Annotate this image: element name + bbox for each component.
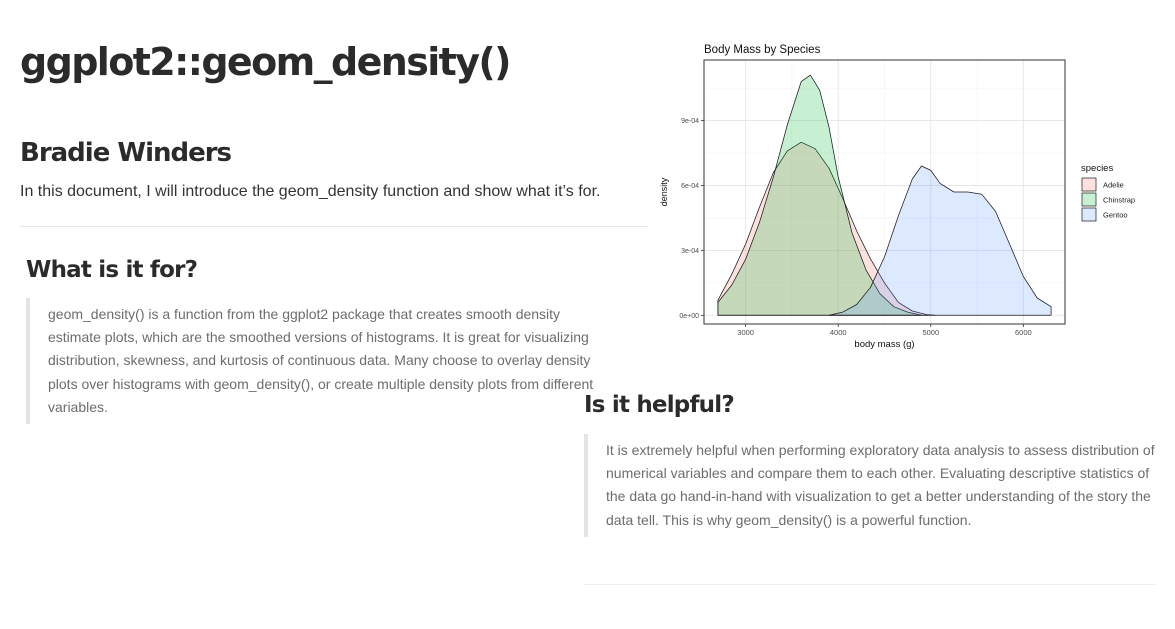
plot-border xyxy=(703,59,1066,325)
x-axis-label: body mass (g) xyxy=(854,339,914,350)
legend-label-gentoo: Gentoo xyxy=(1103,211,1128,220)
y-tick-label: 9e-04 xyxy=(681,118,699,125)
density-area-chinstrap xyxy=(717,74,922,316)
x-tick-label: 3000 xyxy=(737,328,754,337)
legend-label-chinstrap: Chinstrap xyxy=(1103,196,1135,205)
y-axis-label: density xyxy=(659,177,669,206)
blockquote-is-it-helpful: It is extremely helpful when performing … xyxy=(584,434,1162,537)
legend-title: species xyxy=(1081,163,1113,174)
y-tick-label: 0e+00 xyxy=(679,313,699,320)
divider xyxy=(20,226,648,227)
density-chart-svg: 3000 4000 5000 6000 0e+00 3e-04 6e-04 9e-04 Adel… xyxy=(659,44,1135,350)
density-area-adelie xyxy=(717,141,936,316)
x-tick-label: 6000 xyxy=(1015,328,1032,337)
x-tick-label: 4000 xyxy=(830,328,847,337)
density-area-gentoo xyxy=(828,165,1052,316)
density-chart: 3000 4000 5000 6000 0e+00 3e-04 6e-04 9e-04 Adel… xyxy=(655,38,1145,353)
divider xyxy=(584,584,1155,585)
section-heading-what-is-it-for: What is it for? xyxy=(26,257,198,283)
intro-text: In this document, I will introduce the g… xyxy=(20,183,601,200)
y-tick-label: 6e-04 xyxy=(681,183,699,190)
y-tick-label: 3e-04 xyxy=(681,248,699,255)
legend-key-chinstrap xyxy=(1081,192,1097,207)
document-title: ggplot2::geom_density() xyxy=(20,40,512,84)
legend-key-adelie xyxy=(1081,177,1097,192)
legend-key-gentoo xyxy=(1081,207,1097,222)
section-heading-is-it-helpful: Is it helpful? xyxy=(584,392,735,418)
author-name: Bradie Winders xyxy=(20,138,232,168)
x-tick-label: 5000 xyxy=(922,328,939,337)
legend-label-adelie: Adelie xyxy=(1103,181,1124,190)
blockquote-what-is-it-for: geom_density() is a function from the gg… xyxy=(26,298,608,425)
chart-title: Body Mass by Species xyxy=(704,44,821,56)
